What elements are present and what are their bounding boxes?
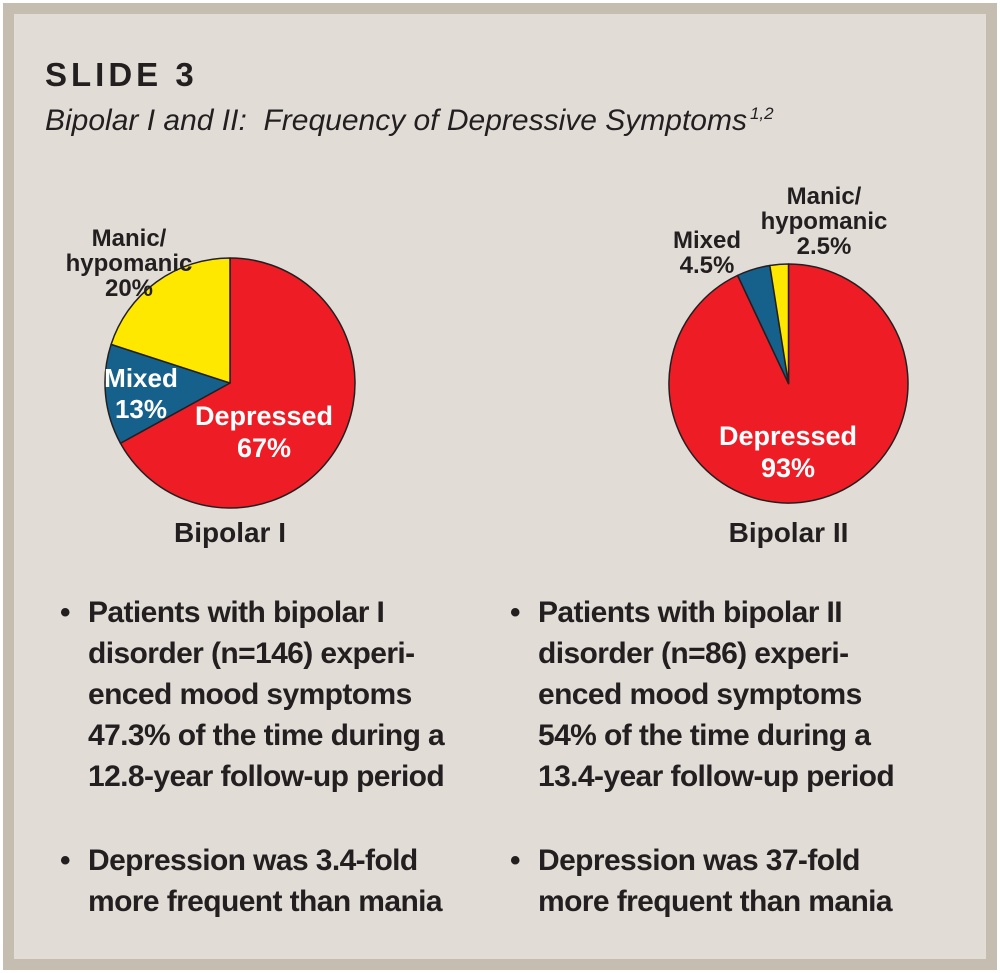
pie-chart-bipolar-2 (668, 263, 909, 504)
pie1-title: Bipolar I (173, 517, 286, 548)
pie-slice-manic-hypomanic (769, 263, 790, 385)
pie1-label-mixed: Mixed 13% (104, 363, 178, 424)
bullet-marker: • (60, 844, 71, 877)
bullet-item: • Depression was 3.4-fold more frequent t… (60, 840, 505, 922)
bullet-text: Depression was 3.4-fold more frequent tha… (88, 844, 443, 918)
bullet-text: Depression was 37-fold more frequent than… (538, 844, 893, 918)
pie-slice-depressed (119, 257, 356, 509)
bullet-marker: • (510, 844, 521, 877)
pie-slice-manic-hypomanic (110, 257, 231, 384)
bullet-text: Patients with bipolar II disorder (n=86) … (538, 596, 895, 793)
pie1-label-manic-hypomanic: Manic/hypomanic 20% (65, 225, 193, 302)
bullet-marker: • (510, 596, 521, 629)
slide-title-text: Bipolar I and II: Frequency of Depressiv… (45, 104, 747, 137)
pie2-label-mixed: Mixed 4.5% (672, 227, 741, 279)
pie1-label-depressed: Depressed 67% (194, 401, 334, 463)
pie2-label-depressed: Depressed 93% (718, 421, 858, 483)
bullet-column-right: • Patients with bipolar II disorder (n=86… (510, 592, 975, 922)
bullet-marker: • (60, 596, 71, 629)
slide-title: Bipolar I and II: Frequency of Depressiv… (45, 104, 774, 137)
pie2-title: Bipolar II (728, 517, 849, 548)
bullet-item: • Patients with bipolar II disorder (n=86… (510, 592, 975, 797)
pie2-label-manic-hypomanic: Manic/hypomanic 2.5% (760, 183, 888, 260)
slide-kicker: SLIDE 3 (45, 56, 198, 93)
bullet-item: • Depression was 37-fold more frequent th… (510, 840, 975, 922)
slide-title-references: 1,2 (749, 104, 774, 123)
pie-slice-mixed (104, 343, 231, 444)
pie-chart-bipolar-1 (104, 257, 356, 509)
